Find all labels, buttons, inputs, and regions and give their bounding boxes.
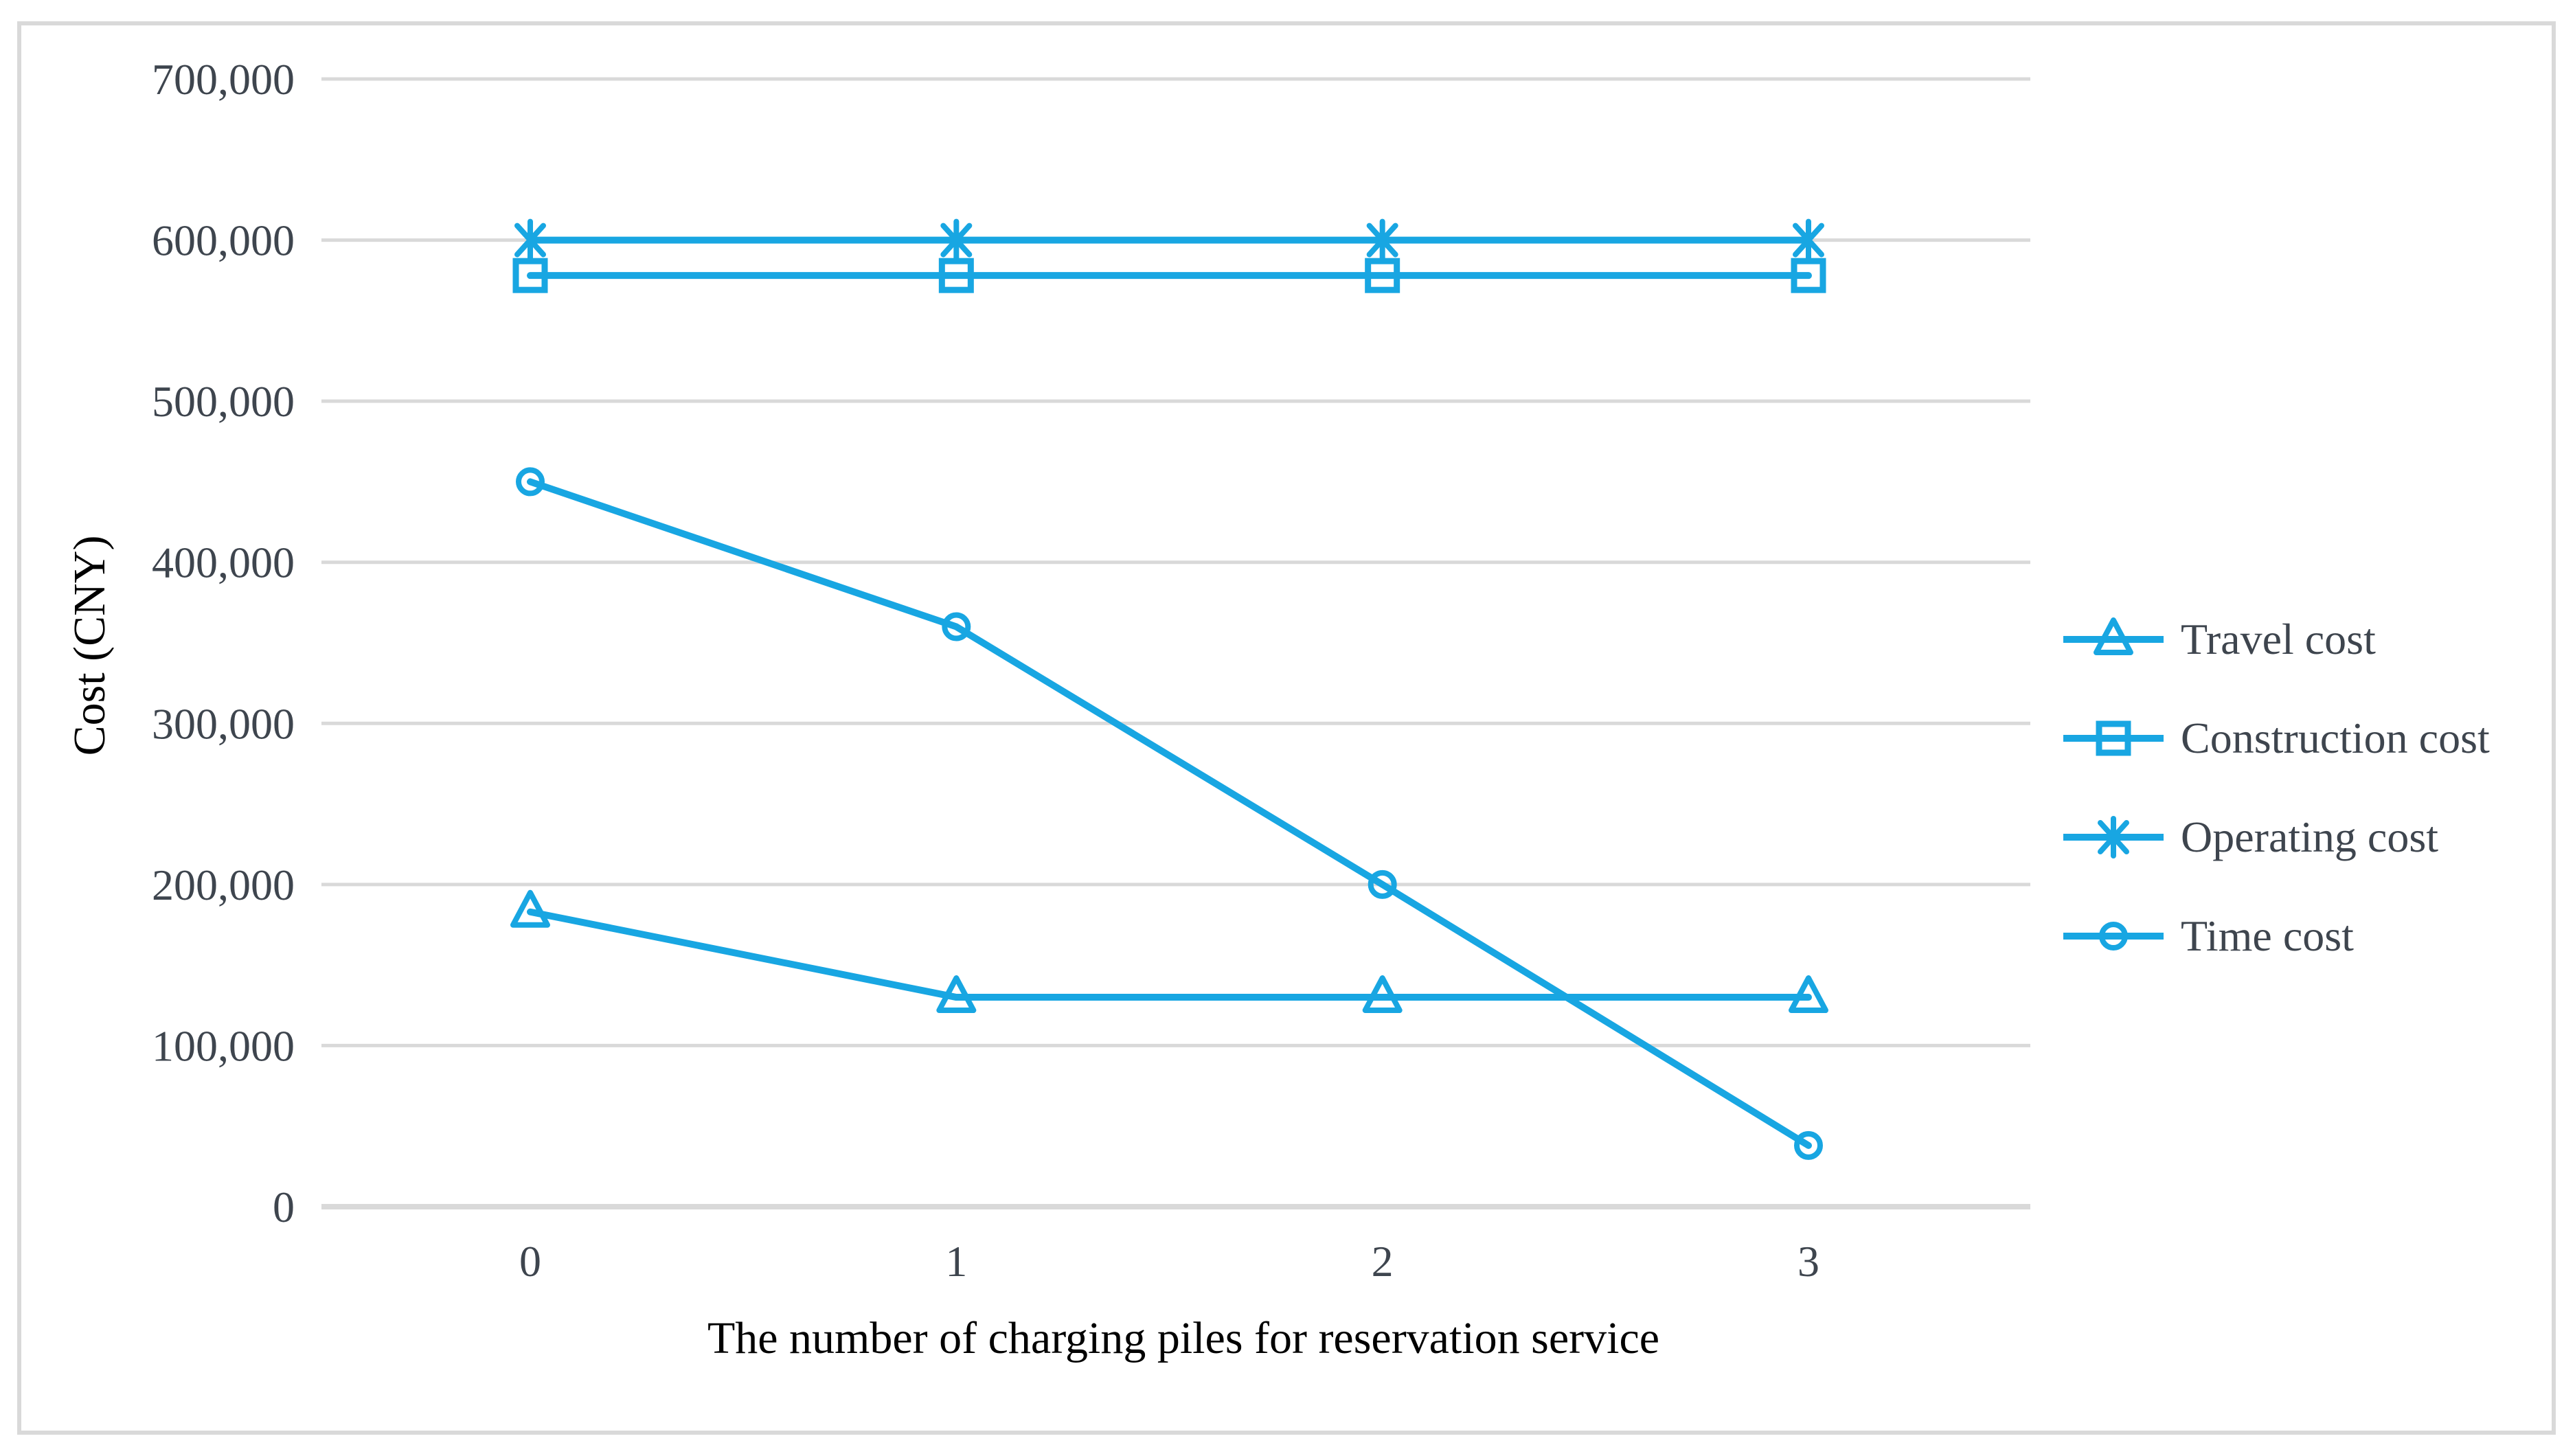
- gridlines: [321, 77, 2030, 1209]
- legend-marker-asterisk: [2098, 816, 2129, 858]
- data-point-travel-cost-x2: [1362, 975, 1403, 1014]
- y-tick-label: 400,000: [152, 538, 295, 587]
- legend-item-operating-cost: Operating cost: [2063, 812, 2490, 862]
- data-point-operating-cost-x1: [940, 218, 973, 262]
- y-axis-title: Cost (CNY): [65, 536, 115, 756]
- legend-label: Time cost: [2181, 911, 2354, 960]
- x-tick-label: 0: [519, 1237, 541, 1286]
- y-tick-label: 600,000: [152, 216, 295, 265]
- x-axis-tick-labels: 0 1 2 3: [519, 1237, 1819, 1286]
- y-tick-label: 100,000: [152, 1021, 295, 1070]
- data-point-operating-cost-x3: [1793, 218, 1824, 262]
- legend-label: Operating cost: [2181, 812, 2438, 861]
- data-point-time-cost-x3: [1794, 1130, 1823, 1160]
- data-point-travel-cost-x3: [1789, 975, 1828, 1014]
- legend-item-time-cost: Time cost: [2063, 911, 2490, 961]
- series-line-travel-cost: [527, 908, 1812, 1001]
- legend-marker-triangle: [2094, 617, 2133, 655]
- y-tick-label: 0: [273, 1183, 295, 1231]
- legend-marker-square: [2096, 720, 2131, 756]
- data-point-travel-cost-x1: [936, 975, 977, 1014]
- y-tick-label: 200,000: [152, 861, 295, 909]
- legend-marker-circle: [2099, 922, 2128, 951]
- x-tick-label: 3: [1797, 1237, 1819, 1286]
- data-point-time-cost-x1: [942, 612, 971, 641]
- data-point-operating-cost-x0: [514, 218, 546, 262]
- data-point-time-cost-x0: [516, 467, 545, 497]
- y-axis-tick-labels: 0 100,000 200,000 300,000 400,000 500,000 600,…: [152, 55, 295, 1231]
- legend-item-construction-cost: Construction cost: [2063, 714, 2490, 763]
- y-tick-label: 500,000: [152, 377, 295, 426]
- legend-label: Travel cost: [2181, 615, 2376, 663]
- legend: Travel cost Construction cost Operating …: [2063, 615, 2490, 961]
- x-tick-label: 1: [945, 1237, 967, 1286]
- series-layer: [510, 218, 1828, 1160]
- x-tick-label: 2: [1372, 1237, 1394, 1286]
- data-point-time-cost-x2: [1368, 869, 1397, 899]
- y-tick-label: 700,000: [152, 55, 295, 104]
- figure-border: [17, 21, 2556, 1435]
- time-cost-marker-icon: [2063, 922, 2164, 951]
- legend-label: Construction cost: [2181, 714, 2490, 762]
- x-axis-title: The number of charging piles for reserva…: [707, 1313, 1659, 1363]
- data-point-travel-cost-x0: [510, 889, 550, 928]
- data-point-operating-cost-x2: [1366, 218, 1398, 262]
- operating-cost-marker-icon: [2063, 816, 2164, 858]
- y-tick-label: 300,000: [152, 699, 295, 748]
- legend-item-travel-cost: Travel cost: [2063, 615, 2490, 664]
- construction-cost-marker-icon: [2063, 720, 2164, 756]
- travel-cost-marker-icon: [2063, 617, 2164, 655]
- series-line-time-cost: [527, 478, 1812, 1149]
